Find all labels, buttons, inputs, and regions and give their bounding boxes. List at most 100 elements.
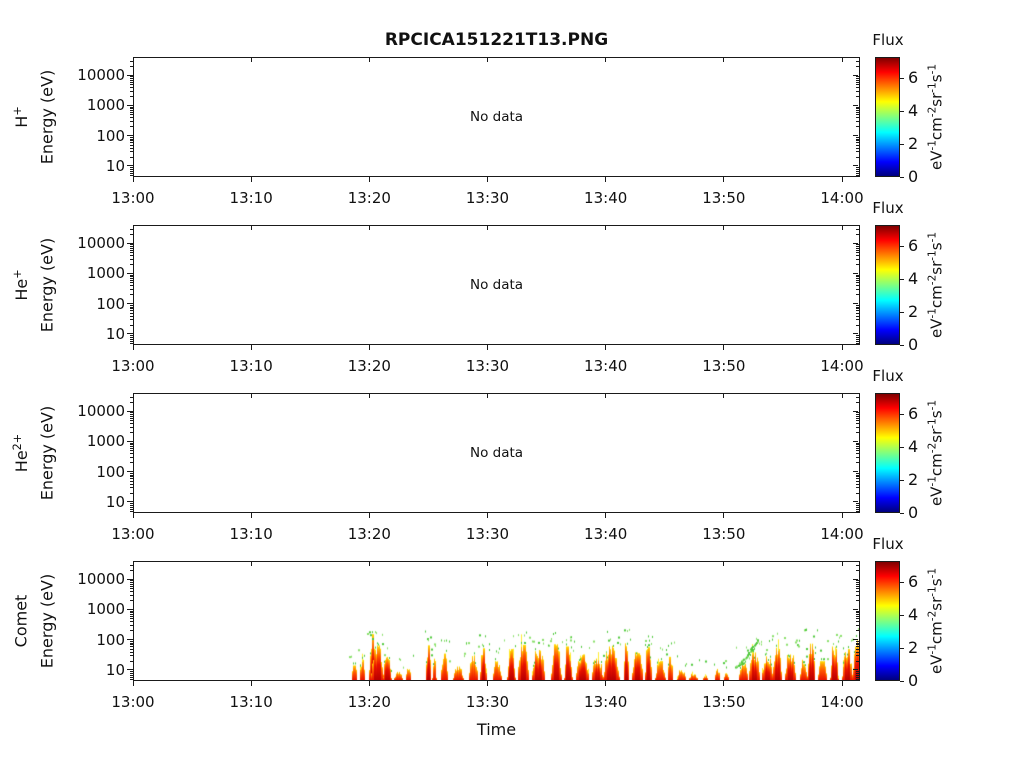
axis-tick <box>853 165 858 167</box>
axis-tick <box>129 142 133 144</box>
axis-tick <box>129 583 133 585</box>
axis-tick <box>856 432 859 434</box>
axis-tick <box>129 445 133 447</box>
axis-tick <box>250 58 252 62</box>
axis-tick <box>368 562 370 566</box>
axis-tick <box>129 569 133 571</box>
axis-tick <box>856 612 859 614</box>
axis-tick <box>856 610 859 612</box>
colorbar-unit-label: eV-1cm-2sr-1s-1 <box>926 231 946 339</box>
axis-tick <box>856 492 859 494</box>
axis-tick <box>856 156 859 158</box>
axis-tick <box>368 226 370 230</box>
axis-tick <box>129 651 133 653</box>
axis-tick <box>853 272 858 274</box>
axis-tick <box>129 252 133 254</box>
axis-tick <box>129 504 133 506</box>
axis-tick <box>129 420 133 422</box>
x-tick-label: 13:10 <box>229 693 273 711</box>
axis-tick <box>856 274 859 276</box>
axis-tick <box>723 513 725 518</box>
axis-tick <box>856 285 859 287</box>
axis-tick <box>856 640 859 642</box>
axis-tick <box>129 655 133 657</box>
x-tick-label: 13:20 <box>347 357 391 375</box>
colorbar-title: Flux <box>872 367 904 385</box>
axis-tick <box>856 276 859 278</box>
x-tick-label: 13:20 <box>347 693 391 711</box>
axis-tick <box>129 396 133 398</box>
axis-tick <box>129 168 133 170</box>
x-tick-label: 13:30 <box>465 357 510 375</box>
axis-tick <box>856 642 859 644</box>
axis-tick <box>132 58 134 62</box>
axis-tick <box>856 340 859 342</box>
axis-tick <box>129 580 133 582</box>
axis-tick <box>250 513 252 518</box>
axis-tick <box>129 175 133 177</box>
colorbar-unit-label: eV-1cm-2sr-1s-1 <box>926 399 946 507</box>
axis-tick <box>129 676 133 678</box>
axis-tick <box>856 504 859 506</box>
y-axis-label: Energy (eV) <box>37 573 57 669</box>
plot-area-h-plus <box>133 57 860 177</box>
axis-tick <box>841 394 843 398</box>
colorbar-tick-mark <box>900 311 904 313</box>
axis-tick <box>605 345 607 350</box>
figure-title: RPCICA151221T13.PNG <box>384 30 609 50</box>
axis-tick <box>856 175 859 177</box>
axis-tick <box>129 247 133 249</box>
axis-tick <box>129 289 133 291</box>
axis-tick <box>129 77 133 79</box>
x-tick-label: 13:00 <box>111 189 155 207</box>
axis-tick <box>129 621 133 623</box>
axis-tick <box>129 96 133 98</box>
axis-tick <box>856 450 859 452</box>
x-tick-label: 14:00 <box>820 189 864 207</box>
y-axis-label: Energy (eV) <box>37 237 57 333</box>
axis-tick <box>723 226 725 230</box>
colorbar-tick-mark <box>900 581 904 583</box>
axis-tick <box>129 462 133 464</box>
axis-tick <box>856 233 859 235</box>
axis-tick <box>127 501 133 503</box>
axis-tick <box>856 310 859 312</box>
axis-tick <box>856 503 859 505</box>
axis-tick <box>856 77 859 79</box>
colorbar-title: Flux <box>872 31 904 49</box>
axis-tick <box>856 280 859 282</box>
axis-tick <box>129 65 133 67</box>
colorbar-tick-mark <box>900 413 904 415</box>
axis-tick <box>132 681 134 686</box>
axis-tick <box>856 487 859 489</box>
axis-tick <box>856 247 859 249</box>
axis-tick <box>129 581 133 583</box>
axis-tick <box>129 585 133 587</box>
axis-tick <box>129 114 133 116</box>
axis-tick <box>605 58 607 62</box>
axis-tick <box>853 608 858 610</box>
axis-tick <box>856 453 859 455</box>
axis-tick <box>129 640 133 642</box>
axis-tick <box>129 630 133 632</box>
axis-tick <box>856 172 859 174</box>
axis-tick <box>856 264 859 266</box>
colorbar <box>875 393 900 513</box>
axis-tick <box>127 272 133 274</box>
species-label: He2+ <box>10 433 32 473</box>
axis-tick <box>856 472 859 474</box>
axis-tick <box>129 336 133 338</box>
colorbar-tick-label: 0 <box>908 167 919 186</box>
axis-tick <box>841 58 843 62</box>
axis-tick <box>129 612 133 614</box>
axis-tick <box>129 442 133 444</box>
axis-tick <box>129 476 133 478</box>
axis-tick <box>129 170 133 172</box>
axis-tick <box>129 483 133 485</box>
axis-tick <box>856 304 859 306</box>
axis-tick <box>605 513 607 518</box>
axis-tick <box>129 90 133 92</box>
axis-tick <box>856 585 859 587</box>
axis-tick <box>127 333 133 335</box>
colorbar-tick-label: 4 <box>908 101 919 121</box>
